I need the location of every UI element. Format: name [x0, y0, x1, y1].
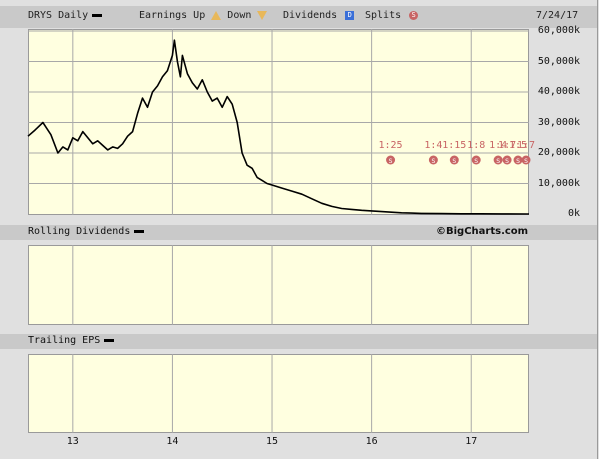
earnings-down-icon	[257, 10, 268, 21]
trailing-eps-strip	[0, 334, 597, 349]
x-tick-label: 15	[265, 436, 279, 447]
split-marker-icon	[513, 155, 523, 165]
split-marker-letter: S	[431, 158, 435, 165]
earnings-up-icon	[211, 10, 222, 21]
y-tick-label: 60,000k	[537, 25, 580, 36]
trailing-eps-text: Trailing EPS	[28, 335, 101, 346]
split-marker-icon	[502, 155, 512, 165]
x-tick-label: 14	[166, 436, 179, 447]
dividends-label: Dividends	[283, 10, 338, 21]
dividends-legend: Dividends D	[283, 10, 355, 21]
ticker-label: DRYS Daily	[28, 10, 103, 21]
split-marker-letter: S	[496, 158, 500, 165]
trailing-eps-line-key	[104, 338, 115, 342]
split-marker-icon	[428, 155, 438, 165]
y-tick-label: 30,000k	[537, 116, 580, 128]
price-series-line	[27, 39, 530, 215]
split-marker-letter: S	[389, 158, 393, 165]
y-tick-label: 20,000k	[537, 147, 580, 158]
trailing-eps-panel	[28, 354, 529, 433]
y-tick-label: 50,000k	[537, 55, 580, 67]
split-marker-icon	[493, 155, 503, 165]
y-tick-label: 0k	[567, 208, 580, 219]
split-marker-letter: S	[524, 158, 528, 165]
split-marker-letter: S	[474, 158, 478, 165]
earnings-up-label: Earnings Up	[139, 10, 206, 21]
source-credit: ©BigCharts.com	[436, 226, 529, 237]
header-strip	[0, 6, 597, 28]
split-ratio-label: 1:5	[509, 140, 527, 151]
price-line-key	[92, 13, 103, 17]
split-marker-icon	[471, 155, 481, 165]
rolling-dividends-text: Rolling Dividends	[28, 226, 131, 237]
trailing-eps-label: Trailing EPS	[28, 335, 115, 346]
chart-date: 7/24/17	[536, 10, 579, 21]
split-ratio-label: 1:25	[379, 140, 403, 151]
split-ratio-label: 1:15	[442, 140, 466, 151]
rolling-dividends-line-key	[134, 229, 145, 233]
y-tick-label: 40,000k	[537, 86, 580, 97]
x-tick-label: 13	[66, 436, 79, 447]
split-marker-icon	[386, 155, 396, 165]
splits-label: Splits	[365, 10, 402, 21]
x-tick-label: 17	[465, 436, 478, 447]
split-ratio-label: 1:4	[424, 140, 442, 151]
split-marker-icon	[521, 155, 531, 165]
split-ratio-label: 1:7	[517, 140, 535, 151]
split-marker-letter: S	[452, 158, 456, 165]
dividend-badge-icon: D	[345, 10, 355, 20]
rolling-dividends-label: Rolling Dividends	[28, 226, 145, 237]
splits-legend: Splits S	[365, 10, 419, 21]
rolling-dividends-strip	[0, 225, 597, 240]
split-marker-icon	[449, 155, 459, 165]
down-label: Down	[227, 10, 252, 21]
right-frame	[597, 0, 598, 459]
split-ratio-label: 1:4	[489, 140, 507, 151]
split-ratio-label: 1:7	[498, 140, 516, 151]
x-tick-label: 16	[365, 436, 378, 447]
split-badge-icon: S	[409, 10, 419, 20]
ticker-text: DRYS Daily	[28, 10, 89, 21]
split-marker-letter: S	[516, 158, 520, 165]
split-marker-letter: S	[505, 158, 509, 165]
split-ratio-label: 1:8	[467, 140, 485, 151]
earnings-legend: Earnings Up Down	[139, 10, 268, 21]
y-tick-label: 10,000k	[537, 177, 580, 189]
rolling-dividends-panel	[28, 245, 529, 325]
